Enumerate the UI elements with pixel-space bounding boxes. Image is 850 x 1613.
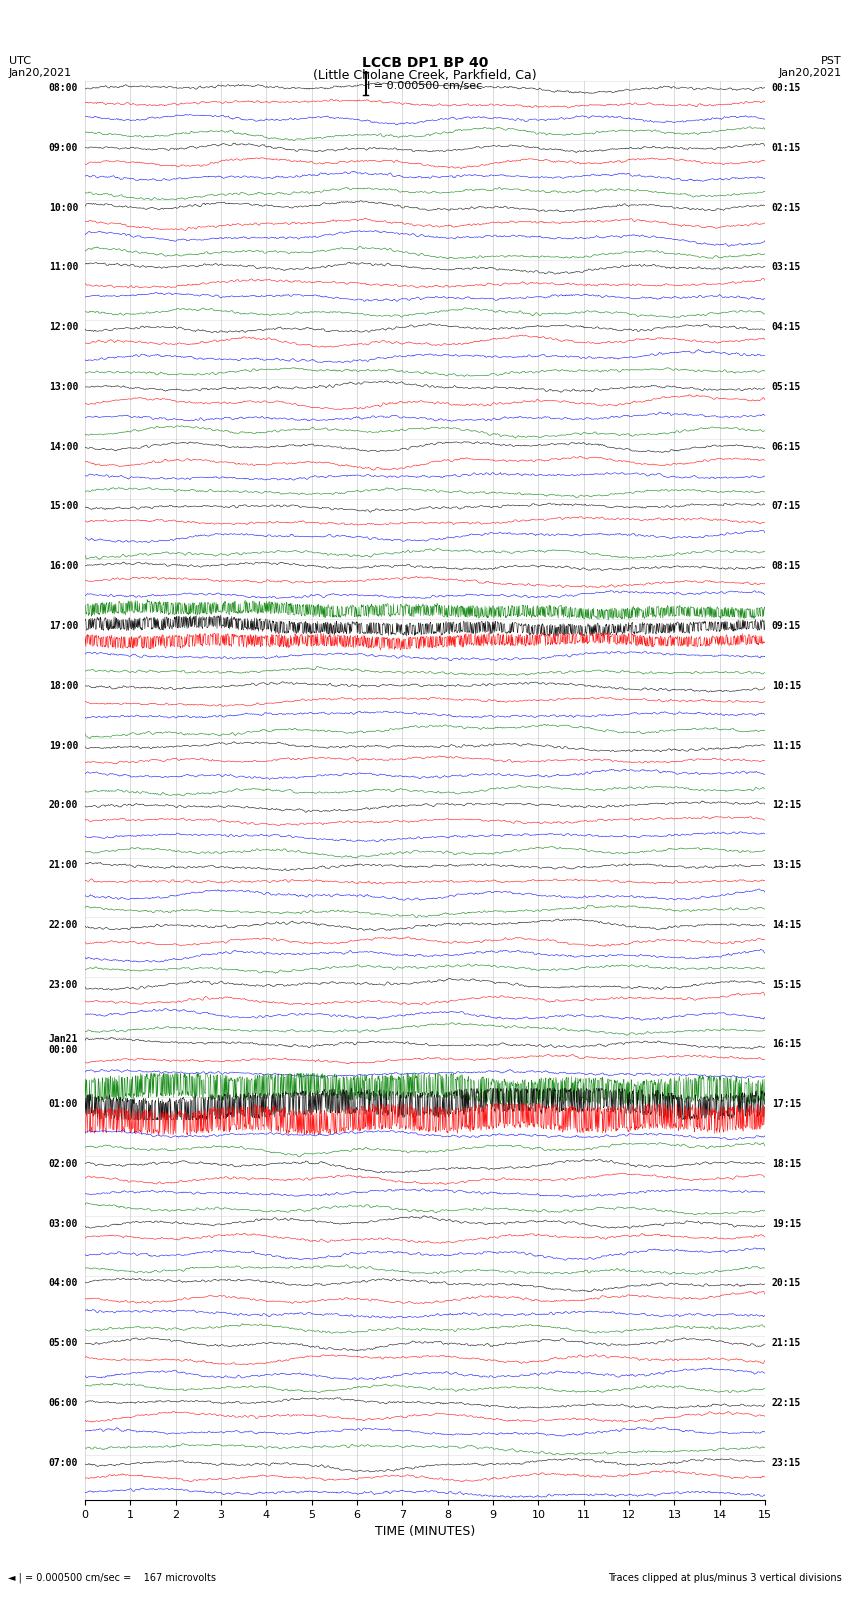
Text: 19:15: 19:15	[772, 1219, 802, 1229]
Text: 17:15: 17:15	[772, 1098, 802, 1110]
Text: 09:15: 09:15	[772, 621, 802, 631]
Text: Jan21
00:00: Jan21 00:00	[48, 1034, 78, 1055]
Text: 23:15: 23:15	[772, 1458, 802, 1468]
Text: 16:00: 16:00	[48, 561, 78, 571]
Text: 14:00: 14:00	[48, 442, 78, 452]
Text: 00:15: 00:15	[772, 84, 802, 94]
Text: 22:00: 22:00	[48, 919, 78, 929]
Text: 02:15: 02:15	[772, 203, 802, 213]
Text: 01:00: 01:00	[48, 1098, 78, 1110]
Text: 13:15: 13:15	[772, 860, 802, 869]
Text: 20:00: 20:00	[48, 800, 78, 810]
Text: 04:00: 04:00	[48, 1279, 78, 1289]
Text: 15:00: 15:00	[48, 502, 78, 511]
Text: ◄ | = 0.000500 cm/sec =    167 microvolts: ◄ | = 0.000500 cm/sec = 167 microvolts	[8, 1573, 217, 1584]
Text: 06:00: 06:00	[48, 1398, 78, 1408]
Text: 20:15: 20:15	[772, 1279, 802, 1289]
Text: 22:15: 22:15	[772, 1398, 802, 1408]
Text: 01:15: 01:15	[772, 144, 802, 153]
Text: 02:00: 02:00	[48, 1158, 78, 1169]
Text: 14:15: 14:15	[772, 919, 802, 929]
Text: 23:00: 23:00	[48, 979, 78, 990]
Text: 09:00: 09:00	[48, 144, 78, 153]
Text: 05:15: 05:15	[772, 382, 802, 392]
Text: Traces clipped at plus/minus 3 vertical divisions: Traces clipped at plus/minus 3 vertical …	[608, 1573, 842, 1582]
Text: 15:15: 15:15	[772, 979, 802, 990]
Text: 06:15: 06:15	[772, 442, 802, 452]
Text: 12:00: 12:00	[48, 323, 78, 332]
Text: 18:00: 18:00	[48, 681, 78, 690]
Text: 10:15: 10:15	[772, 681, 802, 690]
Text: 13:00: 13:00	[48, 382, 78, 392]
Text: LCCB DP1 BP 40: LCCB DP1 BP 40	[362, 56, 488, 71]
Text: 11:00: 11:00	[48, 263, 78, 273]
Text: 21:00: 21:00	[48, 860, 78, 869]
Text: 21:15: 21:15	[772, 1339, 802, 1348]
Text: I = 0.000500 cm/sec: I = 0.000500 cm/sec	[367, 81, 483, 90]
Text: 07:00: 07:00	[48, 1458, 78, 1468]
Text: 19:00: 19:00	[48, 740, 78, 750]
X-axis label: TIME (MINUTES): TIME (MINUTES)	[375, 1526, 475, 1539]
Text: 07:15: 07:15	[772, 502, 802, 511]
Text: 03:00: 03:00	[48, 1219, 78, 1229]
Text: 12:15: 12:15	[772, 800, 802, 810]
Text: 11:15: 11:15	[772, 740, 802, 750]
Text: 05:00: 05:00	[48, 1339, 78, 1348]
Text: 04:15: 04:15	[772, 323, 802, 332]
Text: 17:00: 17:00	[48, 621, 78, 631]
Text: 08:00: 08:00	[48, 84, 78, 94]
Text: UTC
Jan20,2021: UTC Jan20,2021	[8, 56, 71, 77]
Text: 16:15: 16:15	[772, 1039, 802, 1050]
Text: 08:15: 08:15	[772, 561, 802, 571]
Text: 03:15: 03:15	[772, 263, 802, 273]
Text: 10:00: 10:00	[48, 203, 78, 213]
Text: 18:15: 18:15	[772, 1158, 802, 1169]
Text: (Little Cholane Creek, Parkfield, Ca): (Little Cholane Creek, Parkfield, Ca)	[313, 69, 537, 82]
Text: PST
Jan20,2021: PST Jan20,2021	[779, 56, 842, 77]
